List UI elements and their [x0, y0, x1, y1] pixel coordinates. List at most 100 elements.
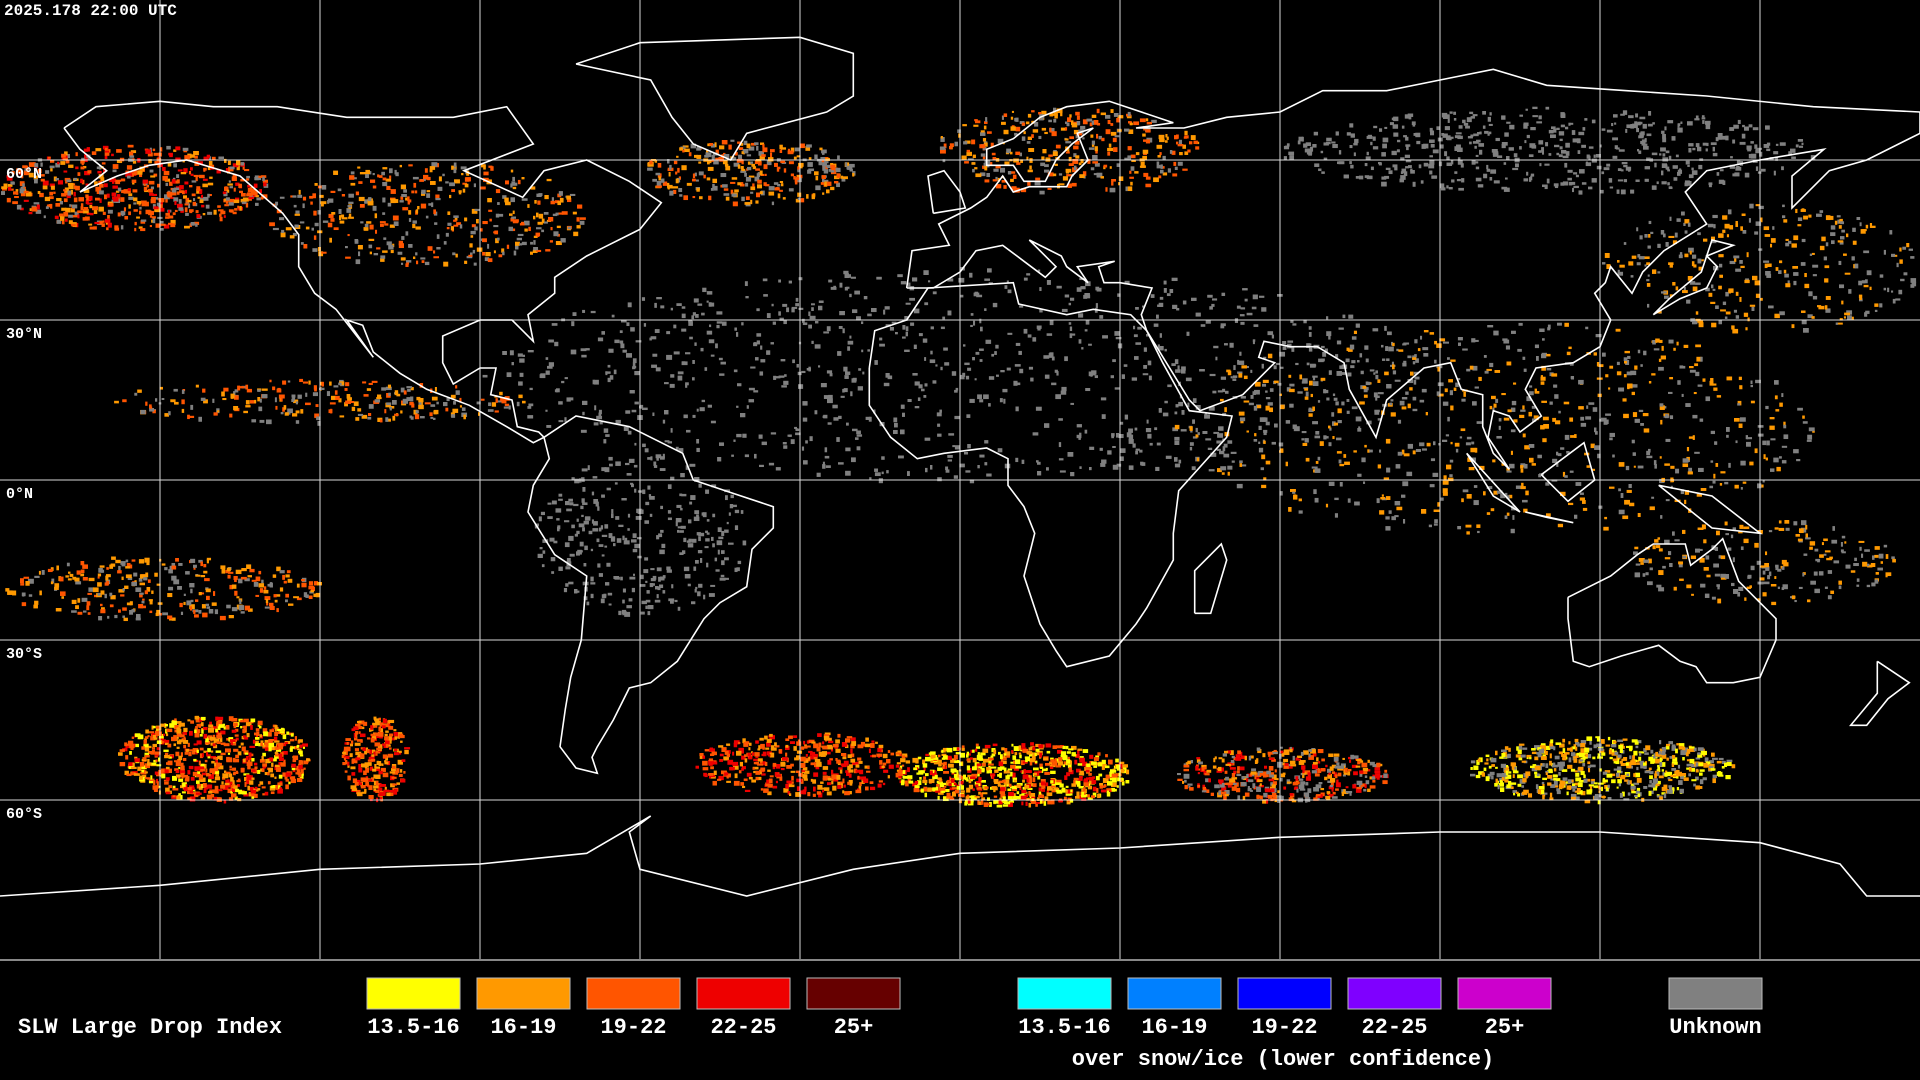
cloud-pixel	[1523, 122, 1529, 126]
cloud-pixel	[1097, 752, 1101, 756]
cloud-pixel	[382, 182, 388, 187]
cloud-pixel	[1110, 109, 1114, 114]
cloud-pixel	[1740, 226, 1743, 231]
cloud-pixel	[466, 170, 470, 176]
cloud-pixel	[1076, 768, 1081, 773]
cloud-pixel	[1847, 315, 1852, 320]
cloud-pixel	[231, 793, 237, 798]
cloud-pixel	[223, 799, 227, 804]
cloud-pixel	[1093, 763, 1098, 768]
cloud-pixel	[1349, 791, 1352, 796]
cloud-pixel	[285, 772, 292, 777]
cloud-pixel	[231, 176, 237, 182]
cloud-pixel	[802, 774, 808, 779]
cloud-pixel	[1016, 162, 1021, 165]
cloud-pixel	[987, 131, 992, 134]
cloud-pixel	[972, 749, 975, 753]
cloud-pixel	[510, 183, 513, 188]
cloud-pixel	[275, 767, 281, 772]
cloud-pixel	[1122, 764, 1129, 768]
cloud-pixel	[756, 145, 759, 151]
cloud-pixel	[166, 145, 171, 150]
cloud-pixel	[1212, 765, 1217, 769]
cloud-pixel	[505, 201, 511, 206]
cloud-pixel	[1755, 293, 1760, 298]
cloud-pixel	[1262, 753, 1266, 758]
cloud-pixel	[1676, 218, 1681, 222]
cloud-pixel	[37, 191, 41, 195]
cloud-pixel	[1692, 320, 1696, 325]
cloud-pixel	[369, 749, 372, 755]
cloud-pixel	[1749, 203, 1754, 209]
cloud-pixel	[270, 746, 277, 751]
cloud-pixel	[80, 206, 84, 211]
cloud-pixel	[1313, 787, 1320, 792]
cloud-pixel	[180, 765, 185, 771]
cloud-pixel	[182, 774, 189, 778]
cloud-pixel	[1612, 137, 1619, 141]
cloud-pixel	[1177, 144, 1184, 147]
cloud-pixel	[128, 193, 133, 197]
cloud-pixel	[1171, 150, 1176, 155]
cloud-pixel	[1203, 766, 1207, 770]
cloud-pixel	[1661, 181, 1667, 185]
cloud-pixel	[1647, 245, 1651, 249]
cloud-pixel	[1068, 748, 1074, 751]
cloud-pixel	[1095, 775, 1100, 781]
cloud-pixel	[932, 787, 938, 792]
cloud-pixel	[1035, 743, 1042, 748]
cloud-pixel	[328, 213, 334, 218]
cloud-pixel	[1547, 775, 1553, 779]
cloud-pixel	[148, 180, 155, 185]
cloud-pixel	[1268, 778, 1275, 782]
cloud-pixel	[1271, 759, 1276, 762]
cloud-pixel	[1021, 122, 1026, 126]
cloud-pixel	[1020, 795, 1027, 801]
cloud-pixel	[829, 758, 833, 761]
cloud-pixel	[1049, 127, 1052, 133]
cloud-pixel	[1007, 768, 1013, 771]
cloud-pixel	[275, 201, 279, 206]
cloud-pixel	[186, 776, 189, 780]
cloud-pixel	[1280, 750, 1284, 754]
cloud-pixel	[358, 764, 361, 769]
cloud-pixel	[513, 250, 517, 256]
cloud-pixel	[814, 762, 818, 768]
cloud-pixel	[1001, 756, 1007, 761]
cloud-pixel	[1025, 797, 1030, 801]
cloud-pixel	[284, 741, 289, 745]
cloud-pixel	[1423, 143, 1429, 149]
cloud-pixel	[239, 190, 243, 194]
cloud-pixel	[382, 743, 388, 746]
cloud-pixel	[237, 751, 242, 756]
cloud-pixel	[840, 175, 844, 179]
cloud-pixel	[731, 193, 737, 197]
cloud-pixel	[1483, 173, 1488, 179]
cloud-pixel	[354, 782, 359, 786]
cloud-pixel	[1396, 149, 1400, 153]
cloud-pixel	[289, 747, 293, 752]
cloud-pixel	[1315, 795, 1320, 799]
cloud-pixel	[302, 196, 307, 201]
cloud-pixel	[1800, 209, 1806, 212]
cloud-pixel	[1100, 112, 1107, 116]
cloud-pixel	[980, 132, 986, 136]
cloud-pixel	[1655, 784, 1658, 788]
cloud-pixel	[1755, 221, 1762, 226]
cloud-pixel	[1099, 783, 1104, 786]
cloud-pixel	[1367, 134, 1373, 139]
cloud-pixel	[1022, 761, 1028, 764]
cloud-pixel	[196, 740, 202, 745]
cloud-pixel	[1044, 169, 1050, 173]
cloud-pixel	[1165, 140, 1168, 143]
cloud-pixel	[1063, 796, 1067, 800]
cloud-pixel	[1026, 777, 1030, 783]
cloud-pixel	[408, 218, 412, 222]
cloud-pixel	[826, 744, 833, 750]
cloud-pixel	[1763, 260, 1770, 263]
cloud-pixel	[1279, 777, 1283, 782]
cloud-pixel	[235, 182, 240, 186]
cloud-pixel	[766, 742, 771, 747]
cloud-pixel	[230, 776, 234, 782]
cloud-pixel	[469, 243, 473, 248]
